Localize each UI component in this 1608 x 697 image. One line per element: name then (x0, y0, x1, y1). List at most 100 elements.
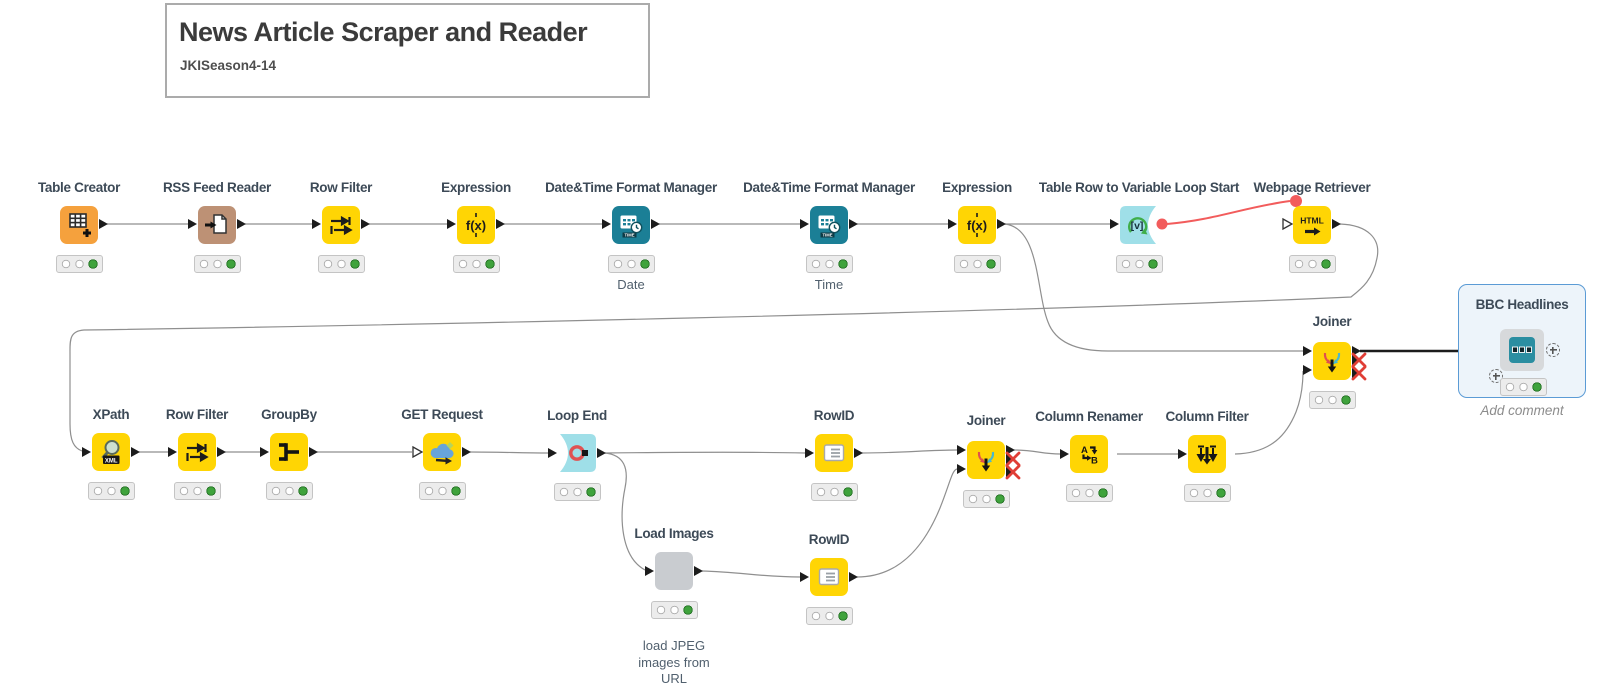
traffic-light-executed (318, 255, 365, 273)
node-table-creator[interactable] (60, 206, 98, 244)
node-column-renamer[interactable]: A B (1070, 435, 1108, 473)
flowvar-out-port[interactable] (1156, 218, 1168, 230)
traffic-light-executed (453, 255, 500, 273)
node-label: Load Images (634, 526, 714, 541)
node-webpage-retriever[interactable]: HTML (1293, 206, 1331, 244)
node-joiner-1[interactable] (967, 441, 1005, 479)
wire-rowid2-joiner1[interactable] (856, 468, 958, 578)
node-expression-2[interactable]: f(x) (958, 206, 996, 244)
rename-ab-icon: A B (1081, 445, 1098, 467)
add-input-port-button[interactable] (1489, 369, 1503, 383)
traffic-light-executed (811, 483, 858, 501)
output-ports[interactable] (99, 219, 1361, 582)
svg-text:A: A (1081, 445, 1088, 456)
component-node-plate[interactable] (1500, 329, 1544, 371)
wire-columnfilter-joiner2[interactable] (1234, 370, 1304, 455)
traffic-light-executed (963, 490, 1010, 508)
node-rss-feed-reader[interactable] (198, 206, 236, 244)
node-groupby[interactable] (270, 433, 308, 471)
node-label: Joiner (966, 413, 1006, 428)
loop-end-icon (560, 434, 596, 472)
missing-node-icon (655, 552, 693, 590)
traffic-light-executed (1309, 391, 1356, 409)
node-label: RowID (808, 532, 850, 547)
groupby-icon (279, 443, 299, 461)
svg-text:HTML: HTML (1300, 216, 1324, 226)
node-load-images[interactable] (655, 552, 693, 590)
traffic-light-executed (174, 482, 221, 500)
svg-text:TIME: TIME (624, 233, 634, 238)
traffic-light-executed (806, 607, 853, 625)
node-label: Joiner (1312, 314, 1352, 329)
node-label: Table Creator (37, 180, 121, 195)
svg-text:f(x): f(x) (967, 218, 987, 233)
traffic-light-executed (194, 255, 241, 273)
node-get-request[interactable] (423, 433, 461, 471)
node-label: Column Filter (1165, 409, 1249, 424)
node-xpath[interactable]: XML (92, 433, 130, 471)
html-arrow-icon: HTML (1300, 216, 1324, 236)
wire-webpage-xpath[interactable] (69, 223, 1379, 452)
svg-text:[v]: [v] (1131, 220, 1144, 232)
optional-input-ports[interactable] (412, 217, 1294, 459)
wire-loopend-loadimages[interactable] (604, 452, 646, 571)
node-joiner-2[interactable] (1313, 342, 1351, 380)
node-label: Webpage Retriever (1253, 180, 1371, 195)
node-expression-1[interactable]: f(x) (457, 206, 495, 244)
joiner-arrows-icon (1323, 352, 1341, 373)
traffic-light-executed (806, 255, 853, 273)
node-label: Date&Time Format Manager (545, 180, 717, 195)
node-column-filter[interactable] (1188, 435, 1226, 473)
add-comment-hint[interactable]: Add comment (1480, 403, 1564, 418)
node-loop-end[interactable] (558, 434, 596, 472)
joiner-arrows-icon (977, 451, 995, 472)
node-label: Expression (942, 180, 1012, 195)
svg-text:TIME: TIME (822, 233, 832, 238)
wire-flowvar-loopstart-webpage[interactable] (1166, 200, 1291, 225)
node-row-filter-2[interactable] (178, 433, 216, 471)
node-label: Expression (441, 180, 511, 195)
traffic-light-executed (1184, 484, 1231, 502)
node-rowid-1[interactable] (815, 434, 853, 472)
unconnected-port-x-icons (1005, 352, 1367, 480)
row-filter-icon (186, 442, 209, 463)
xml-magnifier-icon: XML (101, 440, 120, 464)
node-table-row-to-variable-loop-start[interactable]: [v] (1120, 206, 1158, 244)
row-filter-icon (330, 215, 353, 236)
traffic-light-executed (266, 482, 313, 500)
wire-rowid1-joiner1[interactable] (861, 449, 958, 454)
wire-joiner1-columnrenamer[interactable] (1013, 449, 1061, 455)
node-label: XPath (92, 407, 130, 422)
traffic-light-executed (88, 482, 135, 500)
traffic-light-executed (1289, 255, 1336, 273)
node-datetime-format-manager-1[interactable]: TIME (612, 206, 650, 244)
node-datetime-format-manager-2[interactable]: TIME (810, 206, 848, 244)
component-title: BBC Headlines (1475, 297, 1569, 312)
loop-variable-icon: [v] (1120, 206, 1156, 244)
svg-text:B: B (1091, 456, 1098, 467)
svg-text:f(x): f(x) (466, 218, 486, 233)
wire-loadimages-rowid2[interactable] (701, 570, 801, 578)
wire-getrequest-loopend[interactable] (469, 451, 549, 454)
table-list-icon (823, 444, 845, 462)
annotation-subtitle: JKISeason4-14 (180, 58, 277, 73)
input-ports[interactable] (82, 219, 1312, 582)
node-label: Column Renamer (1035, 409, 1143, 424)
component-table-icon (1509, 337, 1535, 363)
node-rowid-2[interactable] (810, 558, 848, 596)
node-label: Loop End (547, 408, 607, 423)
calendar-clock-icon: TIME (818, 215, 841, 238)
wire-expression2-joiner2[interactable] (1004, 223, 1303, 352)
workflow-annotation[interactable]: News Article Scraper and Reader JKISeaso… (165, 3, 650, 98)
node-comment: load JPEG images from URL (638, 638, 710, 686)
table-list-icon (818, 568, 840, 586)
traffic-light-executed (1066, 484, 1113, 502)
wire-loopend-rowid1[interactable] (604, 451, 806, 454)
traffic-light-executed (1500, 378, 1547, 396)
add-output-port-button[interactable] (1546, 343, 1560, 357)
flowvar-in-port[interactable] (1290, 195, 1302, 207)
node-label: GroupBy (261, 407, 317, 422)
annotation-title: News Article Scraper and Reader (179, 17, 588, 47)
node-row-filter-1[interactable] (322, 206, 360, 244)
